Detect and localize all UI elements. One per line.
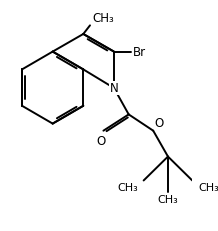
Text: CH₃: CH₃ xyxy=(158,194,178,204)
Text: O: O xyxy=(154,117,164,130)
Text: CH₃: CH₃ xyxy=(92,12,114,25)
Text: Br: Br xyxy=(133,46,146,59)
Text: O: O xyxy=(97,134,106,147)
Text: CH₃: CH₃ xyxy=(117,182,138,193)
Text: CH₃: CH₃ xyxy=(198,182,218,193)
Text: N: N xyxy=(110,82,118,95)
